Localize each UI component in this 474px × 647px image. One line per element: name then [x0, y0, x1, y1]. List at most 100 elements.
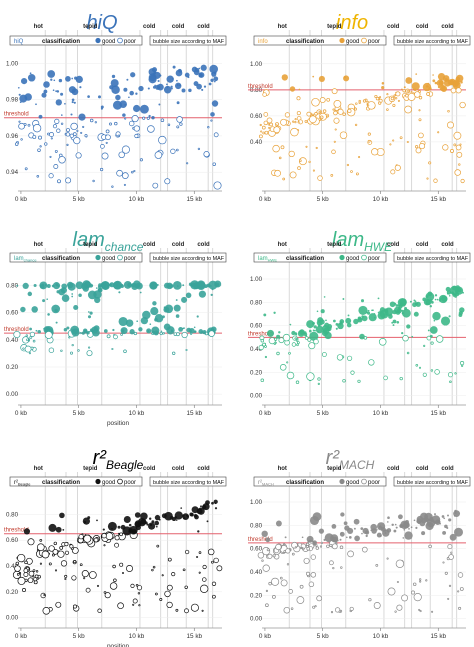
data-point-good: [200, 64, 207, 71]
data-point-poor: [460, 361, 465, 366]
data-point-poor: [44, 331, 53, 339]
data-point-poor: [42, 607, 51, 615]
data-point-good: [359, 333, 365, 340]
data-point-poor: [442, 561, 445, 564]
data-point-poor: [273, 126, 281, 134]
data-point-poor: [44, 142, 48, 146]
classification-legend: r²MACH classification good poor: [253, 476, 387, 487]
data-point-poor: [404, 105, 412, 114]
data-point-poor: [49, 155, 52, 158]
data-point-poor: [164, 590, 171, 598]
data-point-poor: [396, 604, 403, 611]
y-tick-label: 0.80: [250, 299, 263, 306]
data-point-poor: [459, 101, 466, 109]
data-point-good: [434, 519, 441, 526]
data-point-poor: [146, 116, 150, 120]
data-point-poor: [73, 560, 77, 564]
data-point-good: [198, 290, 206, 298]
data-point-good: [132, 284, 137, 288]
data-point-poor: [85, 587, 91, 593]
data-point-good: [318, 75, 325, 82]
data-point-poor: [64, 550, 70, 555]
data-point-poor: [170, 148, 176, 154]
data-point-good: [81, 331, 85, 335]
data-point-good: [201, 88, 204, 91]
data-point-poor: [132, 603, 135, 606]
data-point-poor: [23, 572, 29, 577]
x-tick-label: 5 kb: [73, 196, 86, 203]
data-point-poor: [112, 564, 116, 569]
data-point-poor: [326, 544, 330, 549]
data-point-poor: [450, 551, 453, 554]
data-point-poor: [347, 108, 352, 113]
data-point-good: [454, 509, 457, 513]
legend-series-sub: MACH: [262, 482, 274, 487]
data-point-poor: [392, 139, 395, 142]
data-point-good: [129, 90, 134, 96]
y-tick-label: 0.40: [6, 337, 19, 344]
data-point-poor: [296, 111, 301, 116]
data-point-poor: [331, 149, 336, 155]
data-point-poor: [299, 584, 304, 589]
data-point-poor: [133, 331, 137, 336]
data-points: [258, 73, 466, 184]
data-point-good: [396, 321, 400, 324]
data-point-poor: [105, 141, 108, 144]
data-point-good: [47, 70, 56, 78]
data-point-good: [298, 88, 301, 91]
legend-good-marker: [339, 254, 345, 261]
data-point-good: [339, 538, 342, 541]
legend-good-label: good: [102, 256, 115, 262]
data-point-poor: [65, 132, 71, 137]
data-point-poor: [383, 375, 388, 381]
legend-good-label: good: [346, 39, 359, 45]
data-point-good: [68, 86, 76, 94]
data-point-good: [125, 319, 134, 327]
zone-label: tepid: [327, 242, 342, 248]
data-point-poor: [50, 137, 53, 140]
data-point-poor: [294, 546, 297, 549]
data-point-good: [173, 304, 181, 312]
data-point-poor: [126, 565, 133, 572]
data-point-good: [211, 501, 214, 505]
chart-title-main: hiQ: [86, 12, 117, 34]
data-point-poor: [422, 372, 427, 377]
data-point-good: [395, 526, 398, 529]
legend-series-sub: chance: [24, 258, 38, 263]
data-point-good: [127, 282, 132, 288]
data-point-good: [135, 92, 138, 95]
data-point-good: [295, 333, 298, 336]
data-point-poor: [434, 369, 440, 375]
data-point-good: [346, 322, 352, 328]
zone-label: hot: [278, 24, 287, 30]
data-point-poor: [306, 372, 315, 381]
data-point-good: [197, 530, 200, 533]
data-point-poor: [114, 535, 120, 541]
data-point-poor: [263, 120, 269, 126]
data-point-poor: [36, 543, 45, 552]
data-point-poor: [274, 169, 281, 177]
legend-series-name: lam: [258, 256, 268, 262]
x-tick-label: 5 kb: [73, 633, 86, 640]
data-point-good: [415, 73, 418, 75]
data-point-good: [134, 512, 141, 518]
data-point-good: [139, 291, 142, 294]
data-point-poor: [309, 115, 317, 124]
zone-label: hot: [278, 242, 287, 248]
data-point-poor: [139, 158, 143, 162]
legend-box: [253, 476, 387, 487]
data-point-poor: [448, 554, 454, 560]
data-point-good: [291, 330, 296, 336]
data-point-poor: [172, 351, 176, 355]
data-point-poor: [14, 565, 21, 572]
data-point-poor: [297, 166, 301, 170]
data-point-poor: [57, 550, 65, 558]
data-point-poor: [288, 351, 291, 355]
legend-series-name: hiQ: [14, 39, 24, 45]
data-point-good: [451, 291, 454, 294]
data-point-poor: [378, 338, 387, 346]
data-point-poor: [316, 595, 323, 602]
y-tick-label: 1.00: [6, 60, 19, 67]
data-point-poor: [290, 127, 299, 137]
